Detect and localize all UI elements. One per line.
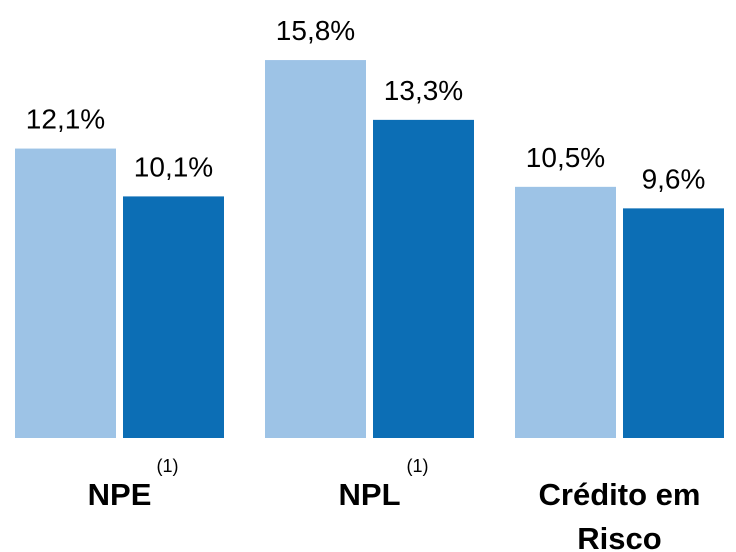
bar (373, 119, 474, 438)
value-label: 12,1% (26, 104, 105, 135)
category-label: NPE (87, 477, 152, 512)
bar (123, 196, 224, 438)
value-label: 10,1% (134, 151, 213, 182)
value-label: 13,3% (384, 75, 463, 106)
footnote-mark: (1) (156, 456, 179, 476)
value-label: 15,8% (276, 15, 355, 46)
footnote-mark: (1) (406, 456, 429, 476)
value-label: 9,6% (642, 163, 706, 194)
bar (623, 208, 724, 438)
bar (515, 186, 616, 438)
value-label: 10,5% (526, 142, 605, 173)
bar (15, 148, 116, 438)
category-label: Crédito em Risco (538, 477, 701, 552)
category-label: NPL (338, 477, 401, 512)
bar (265, 60, 366, 439)
